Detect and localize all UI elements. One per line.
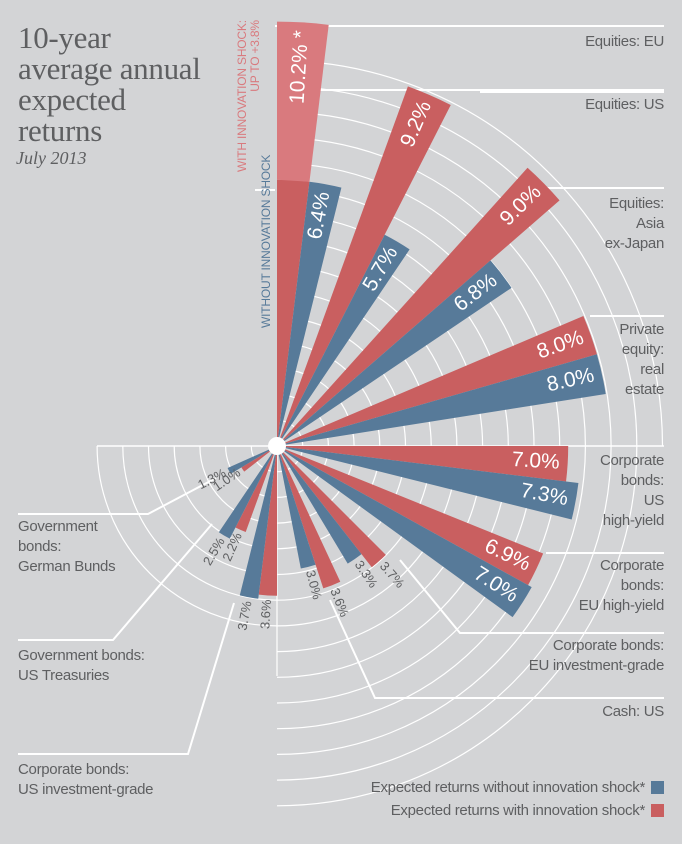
category-label: Cash: US [602, 702, 664, 722]
category-label-line: ex-Japan [604, 235, 665, 252]
bar-with-shock [277, 446, 341, 589]
bar-with-shock [235, 446, 277, 533]
category-label-line: real [640, 361, 664, 378]
category-label: Government bonds: German Bunds [18, 517, 116, 577]
label-leader-lines [18, 25, 664, 755]
title-line: expected [18, 82, 126, 117]
bar-without-shock [277, 181, 342, 446]
category-label-line: Corporate bonds: [18, 761, 130, 778]
legend-swatch-red [651, 804, 664, 817]
category-label-line: Asia [636, 215, 664, 232]
bar-with-shock [258, 446, 277, 596]
category-label-line: US investment-grade [18, 781, 154, 798]
category-label: Equities: Asia ex-Japan [604, 194, 665, 254]
leader-line [18, 602, 235, 755]
legend-item-without-shock: Expected returns without innovation shoc… [371, 779, 664, 796]
category-label-line: EU investment-grade [528, 657, 665, 674]
chart-title: 10-year average annual expected returns [18, 22, 201, 146]
title-line: 10-year [18, 20, 111, 55]
grid-arc [276, 445, 586, 755]
title-line: average annual [18, 51, 201, 86]
category-label: Corporate bonds: US investment-grade [18, 760, 154, 800]
leader-line [18, 523, 213, 641]
legend-label: Expected returns with innovation shock* [390, 802, 646, 819]
bar-label-with-shock: 7.0% [511, 448, 560, 474]
category-label: Equities: US [585, 95, 664, 115]
category-label-line: Private [619, 321, 664, 338]
bar-without-shock [277, 446, 532, 618]
category-label-line: EU high-yield [578, 597, 665, 614]
category-label-line: German Bunds [18, 558, 116, 575]
bar-with-shock [277, 446, 569, 482]
category-label-line: bonds: [18, 538, 62, 555]
leader-line [329, 599, 664, 699]
bar-with-shock-increment [277, 21, 329, 182]
category-label: Government bonds: US Treasuries [18, 646, 145, 686]
bar-label-with-shock: 3.6% [257, 599, 274, 630]
without-shock-annotation: WITHOUT INNOVATION SHOCK [259, 154, 273, 328]
bar-label-without-shock: 3.7% [234, 599, 254, 631]
bar-with-shock [277, 86, 451, 446]
bar-label-with-shock: 10.2% * [285, 30, 312, 105]
with-shock-annotation: WITH INNOVATION SHOCK: UP TO +3.8% [235, 20, 262, 172]
category-label-line: Cash: US [602, 703, 664, 720]
bar-without-shock [277, 354, 606, 446]
legend-swatch-blue [651, 781, 664, 794]
bar-without-shock [277, 446, 362, 564]
bar-without-shock [239, 446, 277, 599]
legend-label: Expected returns without innovation shoc… [370, 779, 646, 796]
leader-line [18, 477, 217, 515]
category-label-line: Government [18, 518, 98, 535]
grid-arc [122, 445, 278, 601]
bar-with-shock [277, 446, 386, 568]
category-label-line: Equities: US [585, 96, 664, 113]
bar-label-without-shock: 3.0% [303, 569, 325, 602]
leader-line [399, 559, 664, 634]
chart-center-hub [268, 437, 286, 455]
bar-with-shock [277, 446, 544, 586]
category-label-line: equity: [621, 341, 664, 358]
category-label-line: Corporate [599, 452, 664, 469]
category-label-line: Corporate [599, 557, 664, 574]
grid-arc [276, 445, 612, 781]
category-label: Equities: EU [585, 32, 664, 52]
grid-arc [276, 445, 638, 807]
category-label-line: US [643, 492, 665, 509]
grid-arc [96, 445, 278, 627]
legend-item-with-shock: Expected returns with innovation shock* [391, 802, 664, 819]
bar-with-shock [241, 446, 277, 472]
grid-arc [276, 59, 664, 447]
bar-without-shock [277, 446, 316, 569]
bar-without-shock [277, 234, 410, 446]
category-label: Corporate bonds: US high-yield [600, 451, 664, 531]
bar-with-shock-base [277, 179, 310, 446]
bar-without-shock [227, 446, 277, 474]
category-label: Corporate bonds: EU investment-grade [528, 636, 665, 676]
category-label: Private equity: real estate [619, 320, 664, 400]
category-label-line: high-yield [602, 512, 665, 529]
category-label-line: Government bonds: [18, 647, 145, 664]
category-label-line: US Treasuries [18, 667, 110, 684]
category-label-line: estate [624, 381, 664, 398]
annotation-line: UP TO +3.8% [248, 20, 262, 92]
bars [218, 21, 606, 618]
bar-without-shock [277, 260, 512, 446]
category-label-line: bonds: [620, 577, 665, 594]
bar-without-shock [277, 446, 579, 520]
category-label: Corporate bonds: EU high-yield [578, 556, 665, 616]
bar-without-shock [218, 446, 277, 539]
title-line: returns [18, 113, 102, 148]
bar-with-shock [277, 315, 597, 446]
category-label-line: bonds: [620, 472, 665, 489]
chart-subtitle: July 2013 [16, 148, 87, 168]
category-label-line: Equities: [609, 195, 664, 212]
category-label-line: Equities: EU [585, 33, 664, 50]
bar-with-shock [277, 167, 560, 446]
category-label-line: Corporate bonds: [552, 637, 664, 654]
